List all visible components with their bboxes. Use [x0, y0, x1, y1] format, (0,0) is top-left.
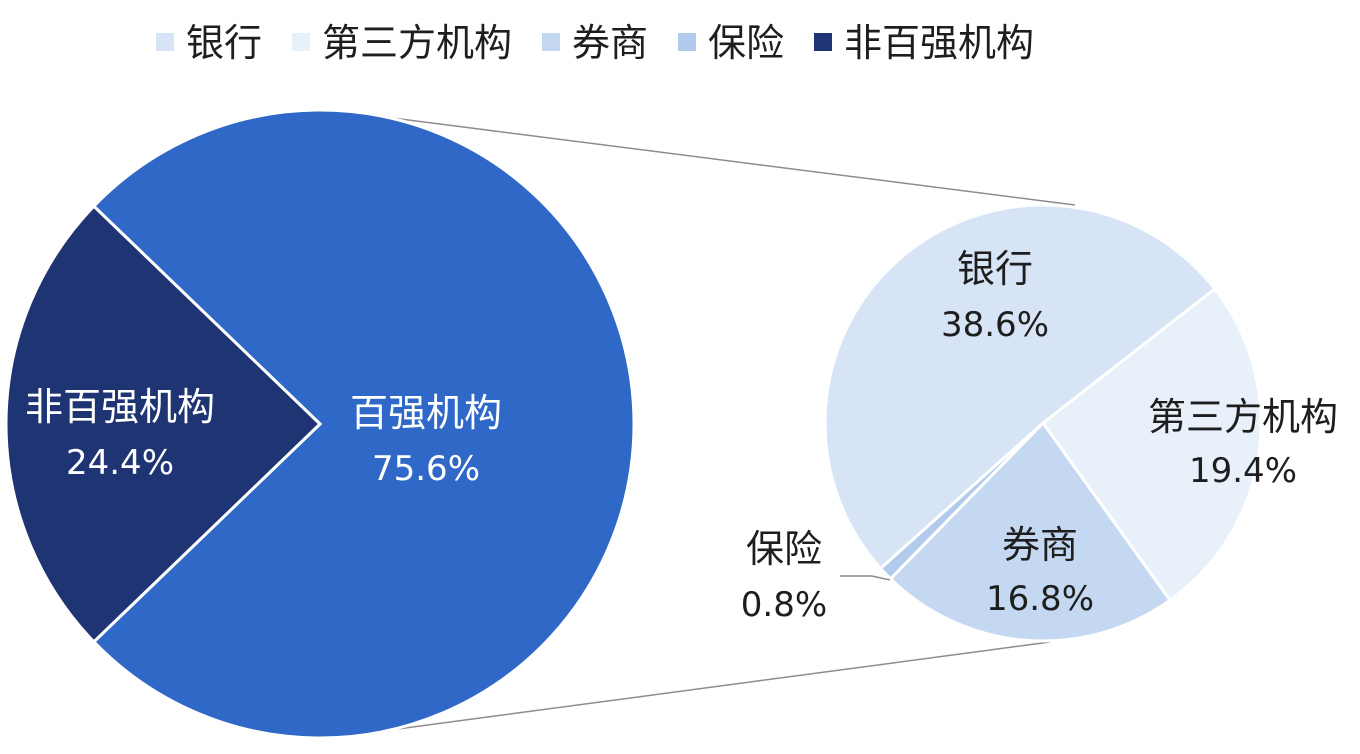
legend-label-2: 第三方机构 — [322, 21, 512, 65]
sub-pie-slice-banks — [823, 203, 1217, 571]
main-pie-slice-top100 — [91, 108, 636, 740]
sub-pie-slice-third-party — [1040, 286, 1263, 603]
main-pie-slice-non-top100 — [4, 204, 323, 644]
data-label-insurance-value: 0.8% — [741, 585, 827, 625]
legend-label-3: 券商 — [572, 21, 648, 65]
legend-swatch-2 — [292, 33, 310, 51]
legend-swatch-4 — [678, 33, 696, 51]
data-label-third-party-value: 19.4% — [1189, 451, 1297, 491]
data-label-insurance-name: 保险 — [746, 527, 822, 571]
sub-pie-slice-brokers — [888, 420, 1173, 643]
legend-label-5: 非百强机构 — [844, 21, 1034, 65]
legend-swatch-3 — [542, 33, 560, 51]
connector-lines — [329, 109, 1076, 739]
legend: 银行 第三方机构 券商 保险 非百强机构 — [156, 21, 1034, 65]
legend-swatch-5 — [814, 33, 832, 51]
data-label-banks-name: 银行 — [957, 247, 1033, 291]
main-pie — [4, 108, 636, 740]
legend-swatch-1 — [156, 33, 174, 51]
secondary-pie — [823, 203, 1263, 643]
data-label-non-top100-name: 非百强机构 — [25, 385, 215, 429]
leader-line-insurance — [840, 575, 891, 581]
data-labels: 百强机构 75.6% 非百强机构 24.4% 银行 38.6% 第三方机构 19.4% 券商 16… — [25, 247, 1338, 625]
data-label-brokers-name: 券商 — [1002, 523, 1078, 567]
data-label-top100-name: 百强机构 — [350, 391, 502, 435]
data-label-third-party-name: 第三方机构 — [1148, 395, 1338, 439]
legend-label-1: 银行 — [186, 21, 262, 65]
legend-label-4: 保险 — [708, 21, 784, 65]
data-label-brokers-value: 16.8% — [986, 579, 1094, 619]
data-label-banks-value: 38.6% — [941, 305, 1049, 345]
connector-line-bottom — [329, 641, 1051, 739]
data-label-top100-value: 75.6% — [372, 449, 480, 489]
connector-line-top — [329, 109, 1076, 206]
data-label-non-top100-value: 24.4% — [66, 443, 174, 483]
